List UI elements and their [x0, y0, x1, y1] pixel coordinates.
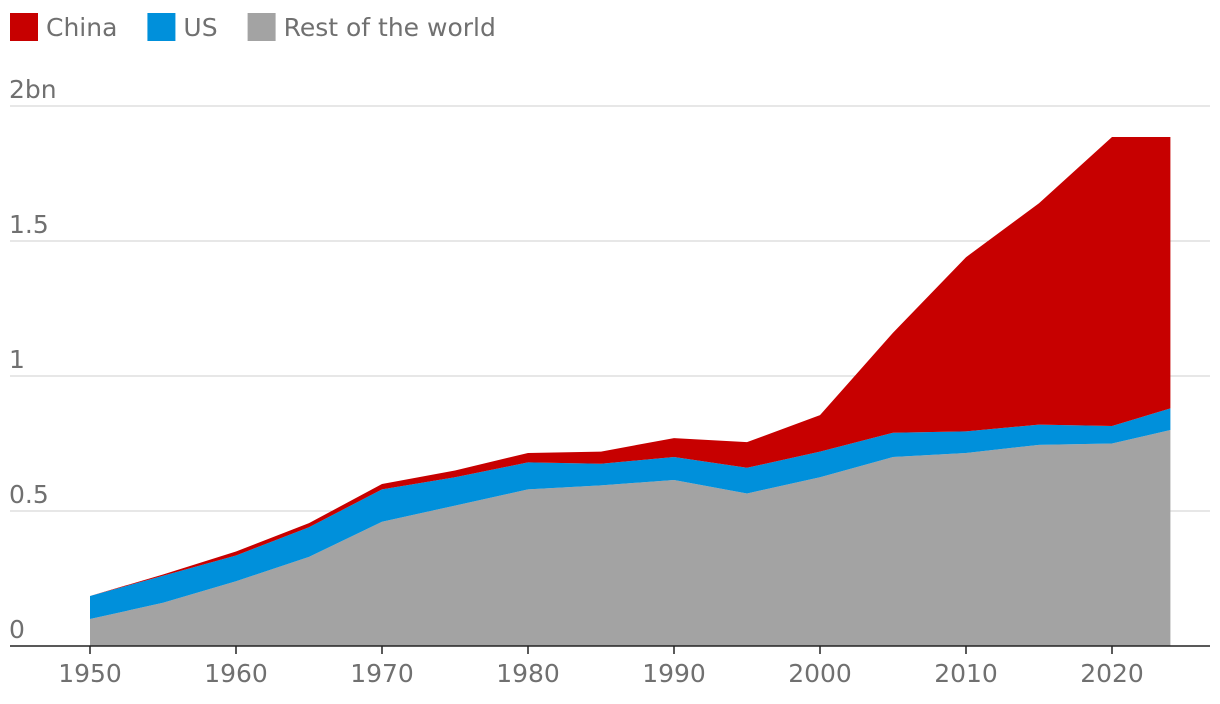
area-china [90, 137, 1171, 597]
x-tick-label: 2000 [788, 659, 852, 688]
area-rest-of-the-world [90, 430, 1171, 646]
legend-item-rest-of-the-world: Rest of the world [247, 13, 496, 42]
legend-item-china: China [10, 13, 117, 42]
y-tick-label: 0 [9, 615, 25, 644]
legend-item-us: US [147, 13, 218, 42]
y-tick-label: 1.5 [9, 210, 49, 239]
legend-swatch [10, 13, 38, 41]
y-tick-label: 0.5 [9, 480, 49, 509]
area-series [90, 137, 1171, 646]
x-tick-label: 2010 [934, 659, 998, 688]
legend-label: China [46, 13, 117, 42]
legend-swatch [247, 13, 276, 41]
x-tick-label: 1950 [58, 659, 122, 688]
x-axis-tick-labels: 1950 1960 1970 1980 1990 2000 2010 2020 [58, 659, 1144, 688]
x-tick-label: 1960 [204, 659, 268, 688]
y-axis-tick-labels: 0 0.5 1 1.5 2bn [9, 75, 57, 644]
y-tick-label: 2bn [9, 75, 57, 104]
y-tick-label: 1 [9, 345, 25, 374]
legend-label: Rest of the world [284, 13, 496, 42]
area-us [90, 408, 1171, 619]
legend-label: US [183, 13, 217, 42]
x-tick-label: 1970 [350, 659, 414, 688]
x-tick-label: 1990 [642, 659, 706, 688]
legend-swatch [147, 13, 176, 41]
x-tick-label: 2020 [1080, 659, 1144, 688]
x-axis [10, 645, 1210, 654]
legend: China US Rest of the world [10, 13, 496, 42]
x-tick-label: 1980 [496, 659, 560, 688]
